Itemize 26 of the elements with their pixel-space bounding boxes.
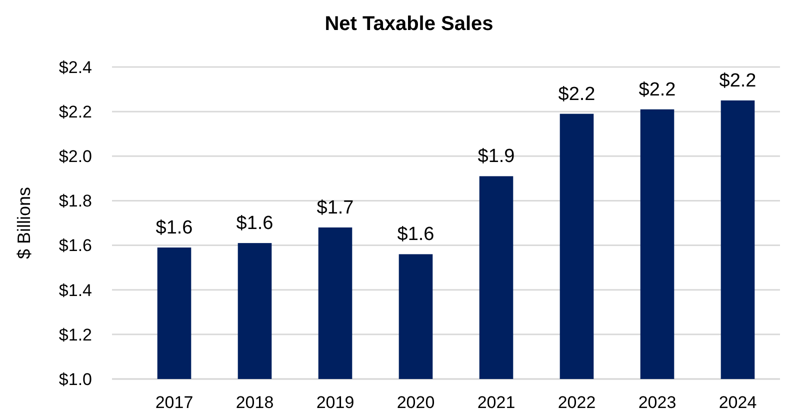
data-label: $1.6 (156, 218, 193, 239)
x-tick-label: 2024 (718, 393, 757, 412)
data-label: $1.6 (397, 224, 434, 246)
y-tick-label: $1.6 (58, 236, 92, 256)
y-tick-label: $1.2 (58, 325, 92, 344)
x-tick-label: 2017 (155, 393, 194, 412)
data-label: $2.2 (719, 70, 756, 92)
y-tick-label: $2.4 (58, 58, 92, 77)
data-label: $2.2 (558, 84, 596, 105)
data-label: $1.6 (236, 213, 274, 234)
x-tick-label: 2019 (316, 393, 354, 412)
x-tick-label: 2022 (558, 393, 596, 412)
y-tick-label: $1.4 (58, 280, 92, 300)
y-tick-label: $1.8 (58, 192, 92, 211)
y-tick-label: $2.2 (58, 102, 92, 122)
data-label: $1.9 (478, 146, 515, 168)
x-tick-label: 2020 (396, 393, 435, 412)
x-tick-label: 2023 (638, 393, 676, 412)
chart-title: Net Taxable Sales (324, 13, 494, 35)
x-tick-label: 2018 (236, 393, 274, 412)
data-label: $1.7 (316, 197, 354, 218)
x-tick-label: 2021 (477, 393, 516, 412)
y-axis-title: $ Billions (14, 186, 34, 260)
y-tick-label: $2.0 (58, 147, 92, 166)
data-label: $2.2 (638, 79, 676, 100)
y-tick-label: $1.0 (58, 370, 92, 389)
